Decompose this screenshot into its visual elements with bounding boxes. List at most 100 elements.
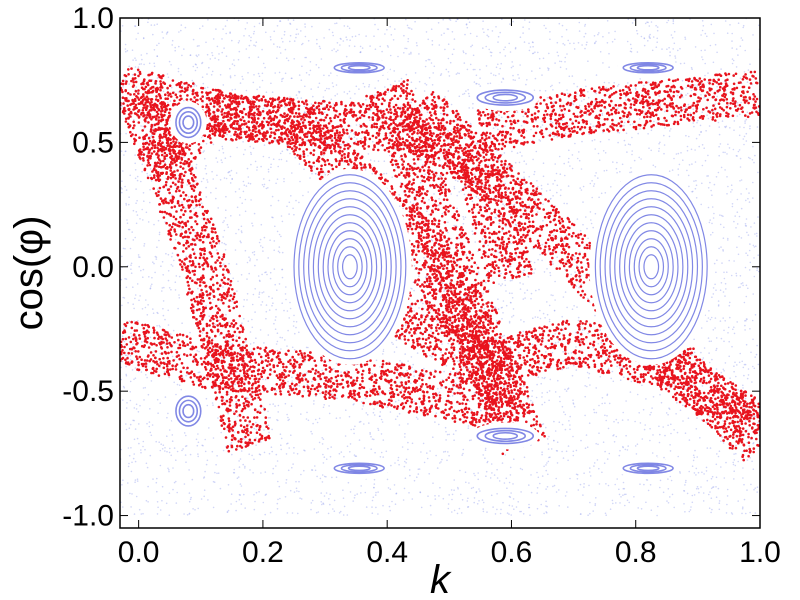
background-point [440, 328, 442, 331]
background-point [664, 110, 666, 113]
background-point [709, 447, 712, 449]
background-point [205, 41, 207, 44]
background-point [144, 306, 147, 309]
background-point [239, 483, 242, 485]
background-point [602, 150, 605, 152]
background-point [255, 337, 257, 340]
background-point [268, 156, 270, 159]
background-point [606, 42, 609, 44]
background-point [304, 26, 307, 28]
background-point [445, 364, 448, 367]
background-point [753, 222, 756, 224]
background-point [706, 479, 709, 482]
background-point [585, 43, 588, 46]
background-point [502, 77, 504, 80]
background-point [711, 222, 713, 225]
background-point [437, 387, 439, 390]
background-point [196, 45, 199, 47]
background-point [617, 107, 619, 109]
background-point [322, 438, 325, 441]
background-point [536, 211, 539, 213]
background-point [125, 286, 128, 289]
background-point [252, 225, 254, 227]
background-point [525, 83, 527, 86]
background-point [361, 401, 363, 403]
background-point [701, 385, 704, 387]
background-point [406, 24, 409, 27]
background-point [549, 85, 552, 88]
background-point [504, 125, 506, 128]
background-point [746, 459, 749, 461]
background-point [349, 125, 352, 127]
background-point [577, 316, 580, 319]
background-point [274, 140, 276, 142]
background-point [475, 83, 477, 85]
background-point [684, 511, 686, 513]
background-point [171, 194, 173, 196]
background-point [142, 268, 145, 271]
background-point [625, 99, 627, 101]
background-point [229, 32, 231, 34]
background-point [418, 406, 421, 408]
background-point [547, 448, 550, 450]
background-point [612, 502, 614, 505]
background-point [256, 169, 258, 171]
background-point [134, 177, 137, 180]
background-point [447, 231, 449, 234]
background-point [477, 296, 480, 298]
background-point [580, 439, 582, 442]
background-point [614, 38, 616, 41]
background-point [625, 493, 627, 496]
background-point [383, 172, 385, 175]
background-point [514, 46, 517, 49]
background-point [360, 137, 363, 140]
background-point [526, 79, 528, 81]
background-point [633, 19, 636, 21]
background-point [418, 468, 421, 470]
background-point [657, 505, 659, 508]
background-point [692, 454, 695, 457]
background-point [519, 36, 522, 38]
background-point [482, 510, 485, 513]
background-point [164, 161, 166, 164]
background-point [743, 498, 746, 501]
background-point [180, 24, 183, 26]
background-point [247, 397, 249, 400]
background-point [188, 500, 191, 503]
background-point [289, 23, 292, 25]
background-point [464, 471, 467, 474]
background-point [194, 83, 196, 86]
background-point [195, 63, 197, 66]
background-point [735, 375, 737, 378]
background-point [212, 143, 215, 146]
background-point [733, 120, 736, 122]
background-point [331, 31, 334, 34]
background-point [278, 158, 281, 161]
background-point [539, 89, 541, 92]
background-point [541, 423, 543, 426]
background-point [722, 368, 725, 371]
background-point [232, 277, 234, 280]
background-point [451, 412, 454, 415]
background-point [143, 245, 145, 247]
background-point [444, 450, 447, 453]
background-point [165, 177, 167, 180]
background-point [250, 151, 252, 154]
background-point [746, 377, 749, 380]
background-point [233, 468, 235, 471]
background-point [416, 44, 418, 47]
background-point [391, 341, 393, 344]
background-point [435, 174, 438, 177]
background-point [214, 471, 216, 474]
background-point [670, 479, 673, 482]
background-point [240, 225, 243, 228]
background-point [250, 199, 252, 201]
background-point [487, 244, 489, 247]
background-point [246, 278, 248, 280]
background-point [710, 234, 712, 236]
background-point [614, 483, 616, 486]
background-point [240, 503, 243, 505]
background-point [168, 287, 171, 289]
background-point [152, 308, 154, 310]
background-point [692, 190, 694, 193]
